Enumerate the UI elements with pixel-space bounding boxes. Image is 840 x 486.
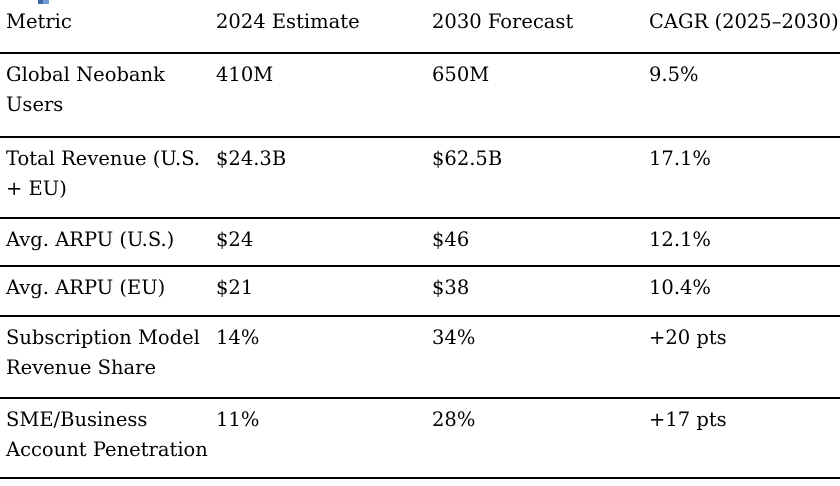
cell-metric: SME/Business Account Penetration <box>0 398 216 479</box>
cell-metric: Subscription Model Revenue Share <box>0 316 216 399</box>
cell-metric: Avg. ARPU (U.S.) <box>0 218 216 267</box>
cell-cagr: 9.5% <box>649 53 840 138</box>
cell-forecast: $38 <box>432 266 649 317</box>
cell-estimate: $21 <box>216 266 432 317</box>
cell-estimate: 410M <box>216 53 432 138</box>
column-header-2024-estimate: 2024 Estimate <box>216 0 432 54</box>
cell-cagr: +20 pts <box>649 316 840 399</box>
cell-cagr: +17 pts <box>649 398 840 479</box>
cell-estimate: 11% <box>216 398 432 479</box>
cell-estimate: $24.3B <box>216 137 432 219</box>
cell-forecast: 34% <box>432 316 649 399</box>
cell-cagr: 10.4% <box>649 266 840 317</box>
column-header-cagr: CAGR (2025–2030) <box>649 0 840 54</box>
cell-forecast: 650M <box>432 53 649 138</box>
cell-metric: Avg. ARPU (EU) <box>0 266 216 317</box>
cell-cagr: 17.1% <box>649 137 840 219</box>
table-header-row: Metric 2024 Estimate 2030 Forecast CAGR … <box>0 0 840 54</box>
cell-metric: Total Revenue (U.S. + EU) <box>0 137 216 219</box>
column-header-metric: Metric <box>0 0 216 54</box>
cell-forecast: $62.5B <box>432 137 649 219</box>
table-row-total-revenue: Total Revenue (U.S. + EU) $24.3B $62.5B … <box>0 137 840 219</box>
column-header-2030-forecast: 2030 Forecast <box>432 0 649 54</box>
table-row-arpu-us: Avg. ARPU (U.S.) $24 $46 12.1% <box>0 218 840 267</box>
table-row-global-neobank-users: Global Neobank Users 410M 650M 9.5% <box>0 53 840 138</box>
cell-forecast: 28% <box>432 398 649 479</box>
cell-estimate: $24 <box>216 218 432 267</box>
cell-metric: Global Neobank Users <box>0 53 216 138</box>
cell-forecast: $46 <box>432 218 649 267</box>
table-row-sme-penetration: SME/Business Account Penetration 11% 28%… <box>0 398 840 479</box>
cell-cagr: 12.1% <box>649 218 840 267</box>
table-row-subscription-share: Subscription Model Revenue Share 14% 34%… <box>0 316 840 399</box>
table-row-arpu-eu: Avg. ARPU (EU) $21 $38 10.4% <box>0 266 840 317</box>
cell-estimate: 14% <box>216 316 432 399</box>
